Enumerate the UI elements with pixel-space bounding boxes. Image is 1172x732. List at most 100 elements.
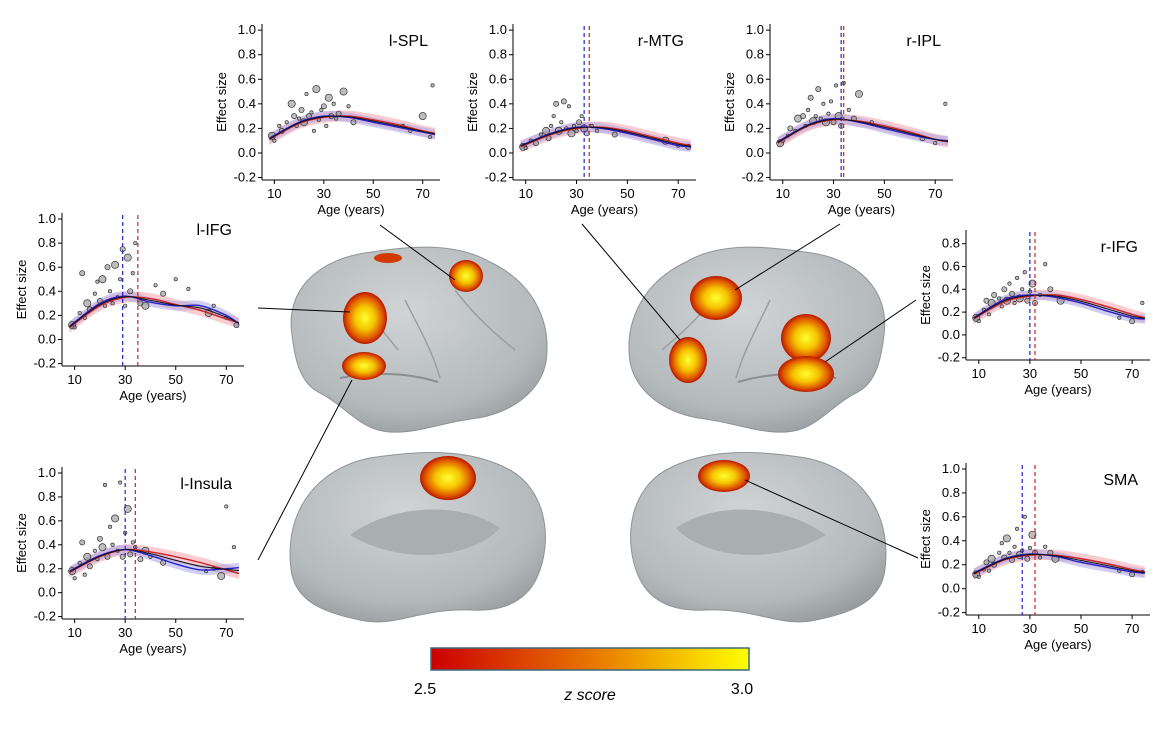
series-line-child xyxy=(973,294,1145,320)
x-tick-label: 10 xyxy=(972,621,986,636)
series-line-mean xyxy=(973,294,1145,319)
colorbar-title: z score xyxy=(563,687,616,704)
data-point xyxy=(1117,315,1122,320)
data-point xyxy=(986,568,992,573)
data-point xyxy=(1012,544,1017,549)
x-tick-label: 70 xyxy=(219,372,233,387)
data-point xyxy=(119,553,126,560)
data-point xyxy=(72,325,77,330)
x-tick-label: 10 xyxy=(67,625,81,640)
y-tick-label: 0.0 xyxy=(942,581,960,596)
cluster-r-ipl xyxy=(690,276,742,320)
data-point xyxy=(111,260,120,269)
y-tick-label: 0.4 xyxy=(38,537,56,552)
x-axis-label: Age (years) xyxy=(1024,382,1091,397)
x-tick-label: 30 xyxy=(569,186,583,201)
data-point xyxy=(834,83,839,88)
y-tick-label: 0.4 xyxy=(942,281,960,296)
x-tick-label: 30 xyxy=(1023,621,1037,636)
data-point xyxy=(806,107,811,113)
cluster-r-mtg xyxy=(669,337,707,383)
series-line-mean xyxy=(973,553,1145,575)
data-point xyxy=(309,110,314,115)
data-point xyxy=(102,303,108,308)
series-line-adult xyxy=(973,553,1146,575)
data-point xyxy=(284,120,289,125)
data-point xyxy=(346,104,351,109)
y-tick-label: 1.0 xyxy=(38,211,56,226)
colorbar: 2.5 3.0 z score xyxy=(414,647,753,704)
data-point xyxy=(141,301,150,310)
data-point xyxy=(83,299,92,308)
data-point xyxy=(72,576,77,581)
data-point xyxy=(123,253,132,262)
y-tick-label: 0.8 xyxy=(489,47,507,62)
y-tick-label: 0.4 xyxy=(489,96,507,111)
y-tick-label: 0.0 xyxy=(489,145,507,160)
leader-sma xyxy=(744,479,919,559)
cluster-l-spl xyxy=(449,260,483,292)
data-point xyxy=(1140,300,1145,306)
data-point xyxy=(807,94,814,101)
y-tick-label: 0.2 xyxy=(238,120,256,135)
y-tick-label: 0.6 xyxy=(238,71,256,86)
y-tick-label: -0.2 xyxy=(34,356,56,371)
series-line-child xyxy=(973,553,1145,574)
y-tick-label: -0.2 xyxy=(742,170,764,185)
y-tick-label: 0.0 xyxy=(746,145,764,160)
data-point xyxy=(1020,287,1025,292)
x-axis-label: Age (years) xyxy=(1024,637,1091,652)
data-point xyxy=(92,291,97,296)
series-line-adult xyxy=(69,296,240,329)
data-point xyxy=(130,540,135,545)
chart-panel-l-spl: -0.2 0.0 0.2 0.4 0.6 0.8 1.0 10 30 50 70 Age (years… xyxy=(214,22,440,217)
data-point xyxy=(82,572,87,577)
cluster-r-ifg xyxy=(781,314,831,362)
data-point xyxy=(976,319,981,324)
data-point xyxy=(1028,530,1037,539)
data-point xyxy=(224,504,229,509)
series-line-adult xyxy=(520,126,692,148)
x-tick-label: 30 xyxy=(317,186,331,201)
data-point xyxy=(130,271,135,276)
y-tick-label: 0.4 xyxy=(238,96,256,111)
y-tick-label: 0.2 xyxy=(746,120,764,135)
cluster-r-ifg-lower xyxy=(778,356,834,392)
data-point xyxy=(846,107,851,113)
x-tick-label: 50 xyxy=(1074,621,1088,636)
panel-title: l-Insula xyxy=(180,476,232,493)
data-point xyxy=(1043,262,1048,267)
data-point xyxy=(1027,545,1032,551)
data-point xyxy=(1022,270,1027,275)
data-point xyxy=(291,113,298,120)
data-point xyxy=(1024,555,1031,562)
series-line-child xyxy=(69,295,240,327)
y-tick-label: 0.6 xyxy=(38,513,56,528)
data-point xyxy=(304,91,309,97)
x-tick-label: 30 xyxy=(1023,366,1037,381)
x-tick-label: 10 xyxy=(972,366,986,381)
y-axis-label: Effect size xyxy=(14,513,29,573)
activation-clusters xyxy=(342,253,834,500)
data-point xyxy=(339,87,348,96)
data-point xyxy=(350,119,357,126)
data-point xyxy=(324,93,333,102)
data-point xyxy=(1038,555,1043,560)
data-point xyxy=(86,563,93,570)
y-tick-label: 0.2 xyxy=(38,307,56,322)
data-point xyxy=(127,551,134,558)
data-point xyxy=(983,559,990,566)
y-tick-label: 1.0 xyxy=(38,465,56,480)
data-point xyxy=(542,126,550,135)
data-point xyxy=(127,288,134,295)
data-point xyxy=(79,539,86,546)
series-line-mean xyxy=(520,126,691,147)
data-point xyxy=(272,138,277,143)
y-tick-label: 1.0 xyxy=(942,461,960,476)
y-axis-label: Effect size xyxy=(918,509,933,569)
data-point xyxy=(999,304,1004,309)
x-tick-label: 30 xyxy=(118,372,132,387)
data-point xyxy=(1007,281,1012,286)
chart-panel-sma: -0.2 0.0 0.2 0.4 0.6 0.8 1.0 10 30 50 70 Age (years… xyxy=(918,461,1150,652)
data-point xyxy=(298,107,305,113)
